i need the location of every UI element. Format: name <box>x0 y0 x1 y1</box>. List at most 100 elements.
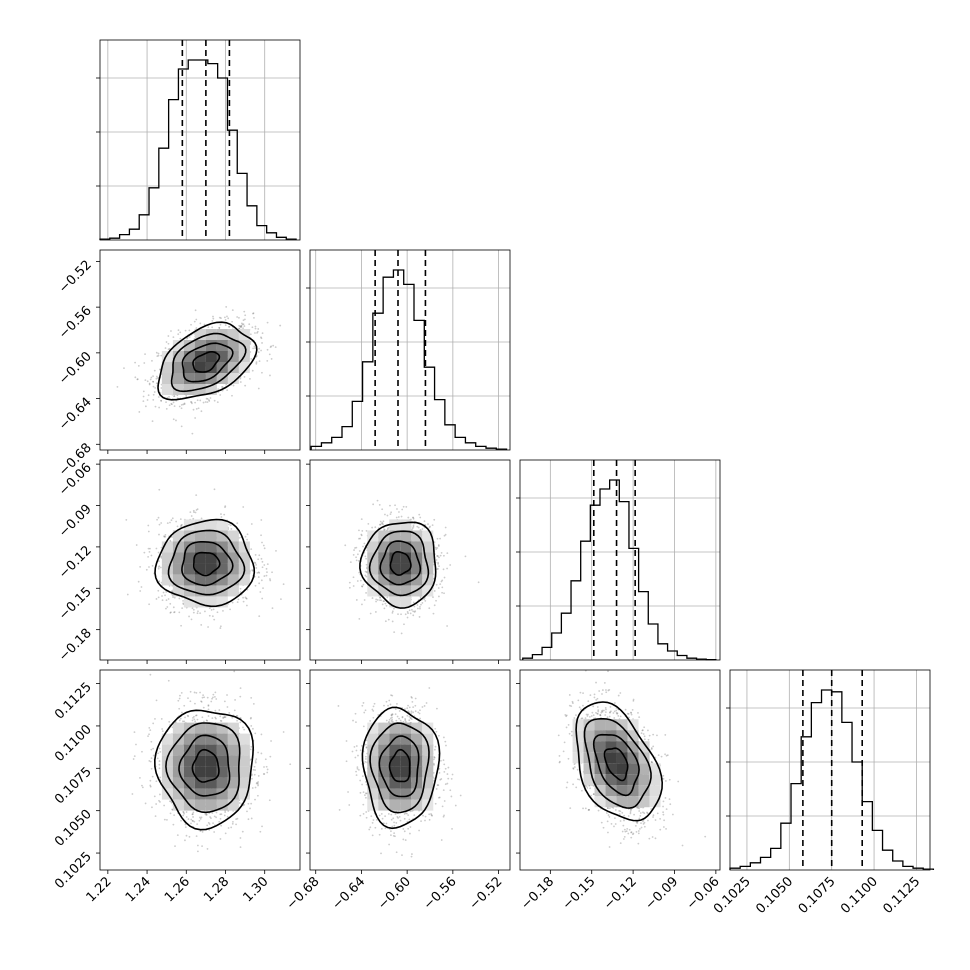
scatter-point <box>250 548 253 551</box>
scatter-point <box>147 530 150 533</box>
scatter-point <box>231 320 233 323</box>
scatter-point <box>407 516 410 519</box>
scatter-point <box>381 508 384 511</box>
scatter-point <box>224 319 227 321</box>
scatter-panel-2-0 <box>96 459 301 664</box>
scatter-point <box>397 516 400 518</box>
scatter-point <box>226 389 229 392</box>
scatter-point <box>443 576 446 579</box>
scatter-point <box>344 544 347 547</box>
scatter-point <box>155 351 158 354</box>
scatter-point <box>270 345 273 348</box>
scatter-point <box>357 553 359 556</box>
scatter-point <box>147 547 150 550</box>
scatter-point <box>178 611 181 614</box>
scatter-point <box>197 610 199 613</box>
scatter-point <box>404 613 407 616</box>
scatter-point <box>144 353 146 356</box>
scatter-point <box>242 506 245 508</box>
scatter-point <box>221 386 223 388</box>
scatter-point <box>145 568 148 571</box>
scatter-point <box>261 541 263 544</box>
scatter-point <box>158 406 161 409</box>
contour-line-1 <box>181 342 234 383</box>
scatter-point <box>385 604 388 607</box>
scatter-point <box>439 537 441 540</box>
scatter-point <box>199 399 202 402</box>
scatter-point <box>266 563 269 566</box>
scatter-point <box>208 614 211 617</box>
scatter-point <box>204 610 206 613</box>
scatter-point <box>126 593 129 596</box>
scatter-point <box>261 332 264 335</box>
scatter-point <box>240 324 243 327</box>
scatter-point <box>441 591 444 594</box>
scatter-point <box>436 547 439 549</box>
density-cell <box>161 351 173 362</box>
scatter-point <box>163 536 166 538</box>
scatter-point <box>432 612 435 615</box>
scatter-point <box>269 578 271 580</box>
density-cell <box>216 351 228 362</box>
scatter-point <box>258 554 261 557</box>
density-cell <box>183 340 195 351</box>
scatter-point <box>168 395 170 398</box>
scatter-point <box>433 518 436 521</box>
scatter-point <box>148 383 151 386</box>
scatter-point <box>167 335 170 337</box>
scatter-point <box>143 362 146 364</box>
scatter-point <box>428 607 431 610</box>
density-cell <box>194 340 206 351</box>
scatter-point <box>152 375 154 378</box>
scatter-point <box>171 590 174 593</box>
scatter-point <box>444 526 447 529</box>
scatter-point <box>178 597 181 600</box>
scatter-point <box>261 371 263 374</box>
scatter-point <box>365 529 368 532</box>
scatter-point <box>190 323 192 326</box>
scatter-point <box>221 386 224 389</box>
scatter-point <box>357 559 360 562</box>
scatter-point <box>136 378 139 381</box>
scatter-point <box>207 626 209 628</box>
density-cell <box>183 351 195 362</box>
scatter-point <box>143 551 146 554</box>
scatter-point <box>216 611 219 614</box>
scatter-point <box>155 375 158 378</box>
scatter-panel-1-0 <box>96 249 301 454</box>
scatter-point <box>151 420 154 423</box>
scatter-point <box>212 317 215 320</box>
scatter-point <box>408 609 411 612</box>
scatter-point <box>390 511 393 514</box>
scatter-point <box>219 394 222 396</box>
scatter-point <box>279 324 282 327</box>
scatter-point <box>193 320 196 323</box>
scatter-point <box>446 552 449 555</box>
scatter-point <box>421 602 424 604</box>
scatter-point <box>266 348 269 351</box>
scatter-point <box>424 599 427 602</box>
scatter-point <box>258 360 261 363</box>
density-cell <box>205 384 217 395</box>
scatter-point <box>222 609 224 612</box>
scatter-point <box>352 576 355 579</box>
scatter-point <box>257 387 260 390</box>
scatter-point <box>260 336 262 339</box>
scatter-point <box>180 404 183 406</box>
scatter-point <box>439 554 442 557</box>
scatter-point <box>381 603 384 606</box>
scatter-point <box>155 377 158 380</box>
scatter-point <box>435 599 437 602</box>
scatter-point <box>195 509 198 511</box>
scatter-point <box>379 523 381 526</box>
scatter-point <box>191 432 194 435</box>
scatter-point <box>263 564 266 566</box>
scatter-point <box>218 326 221 329</box>
scatter-point <box>254 562 257 565</box>
density-cell <box>172 351 184 362</box>
scatter-point <box>384 513 386 516</box>
scatter-point <box>254 325 257 328</box>
scatter-point <box>372 503 375 506</box>
scatter-point <box>410 608 413 611</box>
scatter-point <box>269 346 272 349</box>
